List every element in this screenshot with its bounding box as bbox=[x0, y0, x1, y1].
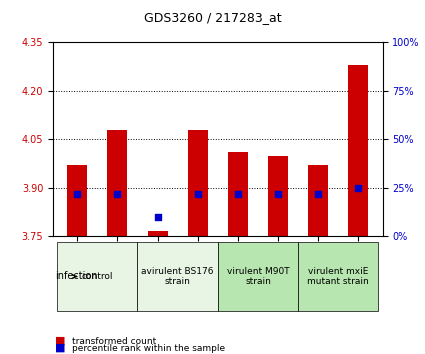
Text: ■: ■ bbox=[55, 335, 66, 345]
Bar bbox=[268, 155, 288, 236]
Text: infection: infection bbox=[55, 272, 98, 281]
Point bbox=[114, 191, 121, 196]
Text: avirulent BS176
strain: avirulent BS176 strain bbox=[142, 267, 214, 286]
Text: GDS3260 / 217283_at: GDS3260 / 217283_at bbox=[144, 11, 281, 24]
Bar bbox=[188, 130, 208, 236]
Bar bbox=[67, 165, 87, 236]
Point bbox=[275, 191, 281, 196]
Text: virulent mxiE
mutant strain: virulent mxiE mutant strain bbox=[307, 267, 369, 286]
Text: control: control bbox=[82, 272, 113, 281]
Text: transformed count: transformed count bbox=[72, 337, 156, 346]
Bar bbox=[308, 165, 328, 236]
Text: ■: ■ bbox=[55, 342, 66, 352]
Text: virulent M90T
strain: virulent M90T strain bbox=[227, 267, 289, 286]
Point bbox=[235, 191, 241, 196]
Bar bbox=[147, 232, 167, 236]
Point bbox=[154, 214, 161, 220]
FancyBboxPatch shape bbox=[218, 242, 298, 311]
FancyBboxPatch shape bbox=[137, 242, 218, 311]
FancyBboxPatch shape bbox=[298, 242, 379, 311]
Bar bbox=[348, 65, 368, 236]
Bar bbox=[228, 152, 248, 236]
Bar bbox=[108, 130, 128, 236]
Point bbox=[315, 191, 322, 196]
Point bbox=[355, 185, 362, 191]
FancyBboxPatch shape bbox=[57, 242, 137, 311]
Point bbox=[74, 191, 81, 196]
Point bbox=[194, 191, 201, 196]
Text: percentile rank within the sample: percentile rank within the sample bbox=[72, 344, 225, 353]
